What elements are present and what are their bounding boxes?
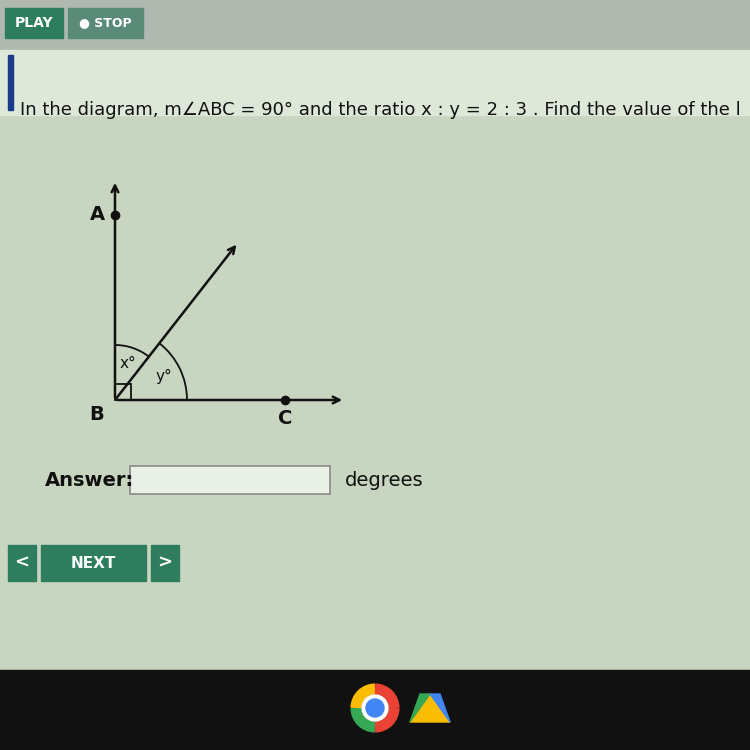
Polygon shape	[410, 694, 450, 722]
Circle shape	[366, 699, 384, 717]
Text: PLAY: PLAY	[15, 16, 53, 30]
Text: x°: x°	[119, 356, 136, 371]
Bar	[41, 545, 146, 581]
Text: Answer:: Answer:	[45, 470, 134, 490]
Polygon shape	[410, 694, 430, 722]
Bar	[5, 8, 63, 38]
Bar	[8, 545, 36, 581]
Bar	[115, 384, 131, 400]
Bar	[151, 545, 179, 581]
Text: >: >	[158, 554, 172, 572]
Text: ● STOP: ● STOP	[79, 16, 131, 29]
Text: degrees: degrees	[345, 470, 424, 490]
Bar	[0, 50, 750, 115]
Bar	[8, 55, 13, 110]
Bar	[0, 0, 750, 50]
Polygon shape	[430, 694, 450, 722]
Circle shape	[362, 695, 388, 721]
Text: B: B	[90, 404, 104, 424]
Bar	[68, 8, 143, 38]
Bar	[0, 50, 750, 670]
Text: A: A	[89, 206, 104, 224]
Bar	[130, 466, 330, 494]
Text: <: <	[14, 554, 29, 572]
Text: In the diagram, m∠ABC = 90° and the ratio x : y = 2 : 3 . Find the value of the : In the diagram, m∠ABC = 90° and the rati…	[20, 101, 741, 119]
Bar	[0, 670, 750, 750]
Text: C: C	[278, 409, 292, 428]
Text: y°: y°	[155, 369, 172, 384]
Text: NEXT: NEXT	[70, 556, 116, 571]
